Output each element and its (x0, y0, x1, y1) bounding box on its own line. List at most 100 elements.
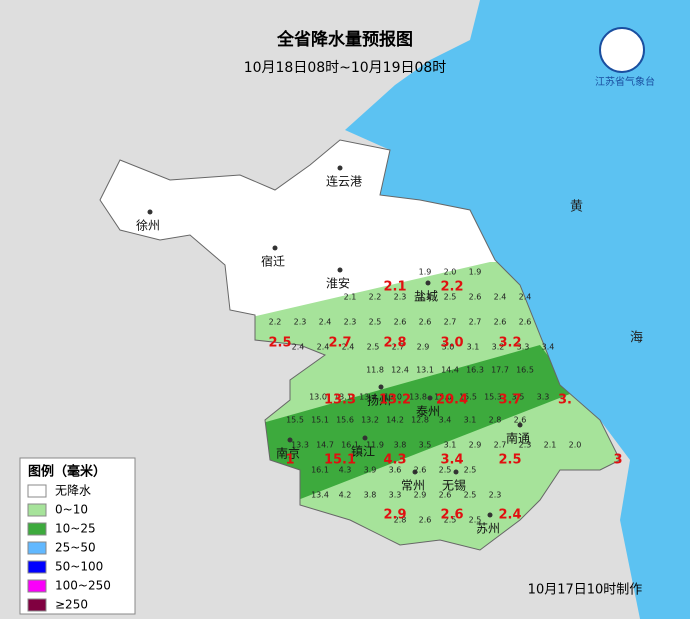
area-value: 3.7 (498, 393, 521, 408)
sea-label: 黄 (570, 200, 583, 215)
legend-label: 0~10 (55, 503, 88, 517)
logo-text: 江苏省气象台 (595, 75, 655, 88)
city-label: 南京 (276, 446, 300, 461)
area-value: 3.0 (440, 336, 463, 351)
station-value: 2.5 (444, 293, 457, 302)
station-value: 13.2 (361, 416, 379, 425)
area-value: 2.1 (383, 280, 406, 295)
station-value: 2.3 (344, 318, 357, 327)
station-value: 2.6 (414, 466, 427, 475)
area-value: 15.1 (324, 453, 356, 468)
footer: 10月17日10时制作 (528, 583, 643, 598)
station-value: 2.6 (514, 416, 527, 425)
area-value: 1 (285, 453, 294, 468)
moderate-rain-area (255, 345, 575, 505)
station-value: 16.1 (341, 441, 359, 450)
station-value: 14.7 (316, 441, 334, 450)
station-value: 2.9 (414, 491, 427, 500)
station-value: 16.1 (311, 466, 329, 475)
city-label: 无锡 (442, 478, 466, 493)
area-value: 13.2 (379, 393, 411, 408)
station-value: 2.6 (419, 516, 432, 525)
station-value: 2.9 (469, 441, 482, 450)
station-value: 2.4 (342, 343, 355, 352)
station-value: 2.1 (344, 293, 357, 302)
station-value: 12.8 (411, 416, 429, 425)
area-value: 2.2 (440, 280, 463, 295)
city-dot (425, 280, 431, 286)
area-value: 2.6 (440, 508, 463, 523)
station-value: 2.7 (444, 318, 457, 327)
area-value: 3.4 (440, 453, 463, 468)
area-value: 3 (613, 453, 622, 468)
area-value: 2.8 (383, 336, 406, 351)
station-value: 2.0 (444, 268, 457, 277)
station-value: 3.1 (444, 441, 457, 450)
station-value: 15.0 (434, 393, 452, 402)
legend-swatch (27, 598, 47, 612)
logo-emblem (599, 27, 645, 73)
station-value: 3.5 (419, 441, 432, 450)
city-dot (362, 435, 368, 441)
station-value: 11.8 (366, 366, 384, 375)
station-value: 2.4 (292, 343, 305, 352)
legend-swatch (27, 503, 47, 517)
station-value: 13.4 (359, 393, 377, 402)
station-value: 2.5 (439, 466, 452, 475)
city-dot (287, 437, 293, 443)
station-value: 3.2 (492, 343, 505, 352)
station-value: 15.1 (311, 416, 329, 425)
city-label: 徐州 (136, 218, 160, 233)
station-value: 2.4 (494, 293, 507, 302)
station-value: 15.5 (459, 393, 477, 402)
station-value: 2.6 (419, 318, 432, 327)
area-value: 3. (558, 393, 572, 408)
legend-label: 100~250 (55, 579, 111, 593)
province-border (99, 139, 621, 551)
station-value: 2.6 (469, 293, 482, 302)
city-label: 淮安 (326, 276, 350, 291)
city-label: 南通 (506, 431, 530, 446)
station-value: 3.4 (439, 416, 452, 425)
station-value: 2.4 (319, 318, 332, 327)
station-value: 2.4 (519, 293, 532, 302)
legend-swatch (27, 522, 47, 536)
legend-label: 无降水 (55, 484, 91, 498)
station-value: 2.6 (439, 491, 452, 500)
station-value: 2.3 (394, 293, 407, 302)
station-value: 15.6 (336, 416, 354, 425)
legend-swatch (27, 579, 47, 593)
station-value: 2.2 (269, 318, 282, 327)
station-value: 3.5 (512, 393, 525, 402)
city-dot (272, 245, 278, 251)
city-label: 扬州 (367, 393, 391, 408)
station-value: 3.3 (389, 491, 402, 500)
city-dot (337, 267, 343, 273)
area-value: 2.4 (498, 508, 521, 523)
city-dot (147, 209, 153, 215)
station-value: 4.2 (339, 491, 352, 500)
city-label: 常州 (401, 479, 425, 493)
station-value: 14.4 (441, 366, 459, 375)
legend-swatch (27, 484, 47, 498)
station-value: 3.1 (464, 416, 477, 425)
station-value: 1.9 (419, 268, 432, 277)
station-value: 2.6 (394, 318, 407, 327)
sea-label: 海 (630, 331, 643, 346)
station-value: 2.6 (494, 318, 507, 327)
station-value: 2.3 (519, 441, 532, 450)
station-value: 15.5 (286, 416, 304, 425)
station-value: 13.1 (416, 366, 434, 375)
station-value: 2.7 (469, 318, 482, 327)
area-value: 2.9 (383, 508, 406, 523)
station-value: 2.4 (317, 343, 330, 352)
station-value: 2.5 (464, 491, 477, 500)
station-value: 3.4 (542, 343, 555, 352)
station-value: 3.0 (442, 343, 455, 352)
area-value: 2.7 (328, 336, 351, 351)
station-value: 13.4 (311, 491, 329, 500)
station-value: 2.9 (417, 343, 430, 352)
city-label: 宿迁 (261, 254, 285, 269)
station-value: 2.5 (444, 516, 457, 525)
station-value: 15.3 (484, 393, 502, 402)
